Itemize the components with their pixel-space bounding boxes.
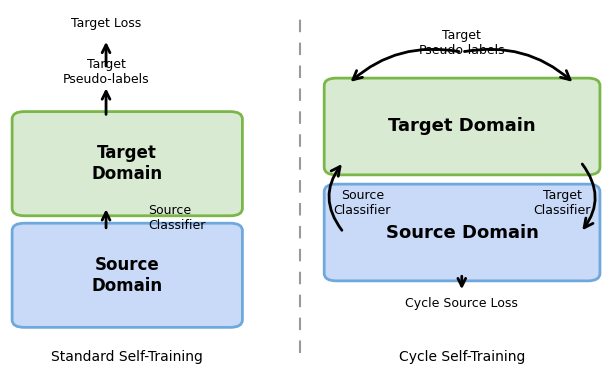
Text: Source Domain: Source Domain <box>385 224 539 241</box>
Text: Target Loss: Target Loss <box>71 17 141 30</box>
Text: Target
Domain: Target Domain <box>92 144 163 183</box>
Text: Source
Classifier: Source Classifier <box>334 189 391 217</box>
Text: Target
Pseudo-labels: Target Pseudo-labels <box>63 58 149 86</box>
Text: Cycle Self-Training: Cycle Self-Training <box>399 350 525 364</box>
Text: Target
Pseudo-labels: Target Pseudo-labels <box>419 29 505 57</box>
Text: Source
Domain: Source Domain <box>92 256 163 295</box>
Text: Target Domain: Target Domain <box>388 118 536 135</box>
Text: Target
Classifier: Target Classifier <box>534 189 591 217</box>
Text: Cycle Source Loss: Cycle Source Loss <box>405 297 518 310</box>
FancyBboxPatch shape <box>12 223 242 327</box>
FancyBboxPatch shape <box>12 112 242 216</box>
Text: Source
Classifier: Source Classifier <box>148 203 206 232</box>
FancyBboxPatch shape <box>324 184 600 281</box>
Text: Standard Self-Training: Standard Self-Training <box>52 350 203 364</box>
FancyBboxPatch shape <box>324 78 600 175</box>
